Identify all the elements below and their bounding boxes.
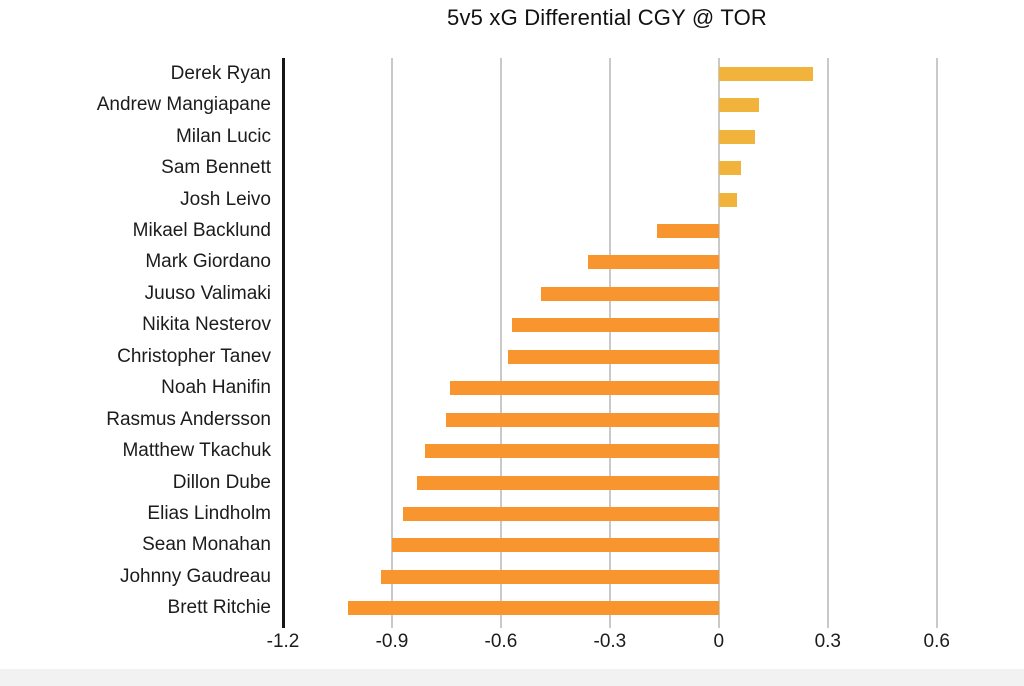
bar	[446, 412, 719, 427]
x-tick-label: 0.3	[814, 631, 841, 652]
y-tick-label: Derek Ryan	[170, 62, 271, 84]
bar	[381, 569, 719, 584]
bar	[657, 223, 719, 238]
gridline-0.3	[826, 58, 829, 628]
gridline--0.3	[608, 58, 611, 628]
y-tick-label: Juuso Valimaki	[144, 282, 271, 304]
bar	[718, 129, 756, 144]
y-tick-label: Brett Ritchie	[167, 597, 271, 619]
gridline-0	[717, 58, 720, 628]
gridline--0.6	[499, 58, 502, 628]
y-tick-label: Josh Leivo	[180, 188, 271, 210]
x-tick-label: -0.6	[484, 631, 518, 652]
y-tick-label: Dillon Dube	[172, 471, 271, 493]
bottom-gutter	[0, 669, 1024, 686]
y-tick-label: Milan Lucic	[175, 125, 271, 147]
y-tick-label: Matthew Tkachuk	[122, 440, 271, 462]
y-tick-label: Andrew Mangiapane	[96, 94, 271, 116]
x-tick-label: -1.2	[266, 631, 300, 652]
y-tick-label: Sam Bennett	[161, 157, 271, 179]
bar	[540, 286, 719, 301]
plot-area	[282, 58, 1014, 628]
y-tick-label: Mark Giordano	[145, 251, 271, 273]
bar	[511, 318, 719, 333]
x-tick-label: 0	[713, 631, 725, 652]
bar	[718, 66, 814, 81]
bar	[588, 255, 719, 270]
x-tick-label: -0.3	[593, 631, 627, 652]
x-tick-label: -0.9	[375, 631, 409, 652]
chart-title: 5v5 xG Differential CGY @ TOR	[447, 5, 767, 30]
x-tick-label: 0.6	[923, 631, 950, 652]
bar	[718, 192, 737, 207]
y-tick-label: Johnny Gaudreau	[119, 565, 271, 587]
y-tick-label: Nikita Nesterov	[142, 314, 271, 336]
bar	[417, 475, 719, 490]
y-tick-label: Elias Lindholm	[147, 502, 271, 524]
bar	[450, 381, 719, 396]
bar	[391, 538, 719, 553]
bar	[348, 601, 719, 616]
y-tick-label: Rasmus Andersson	[106, 408, 271, 430]
bar	[508, 349, 719, 364]
bar	[718, 98, 759, 113]
y-tick-label: Mikael Backlund	[132, 219, 271, 241]
y-tick-label: Noah Hanifin	[161, 377, 271, 399]
y-axis-spine	[282, 58, 285, 628]
bar	[402, 506, 719, 521]
y-tick-label: Christopher Tanev	[117, 345, 271, 367]
gridline-0.6	[935, 58, 938, 628]
y-tick-label: Sean Monahan	[142, 534, 271, 556]
gridline--0.9	[390, 58, 393, 628]
bar	[424, 444, 719, 459]
bar	[718, 161, 741, 176]
